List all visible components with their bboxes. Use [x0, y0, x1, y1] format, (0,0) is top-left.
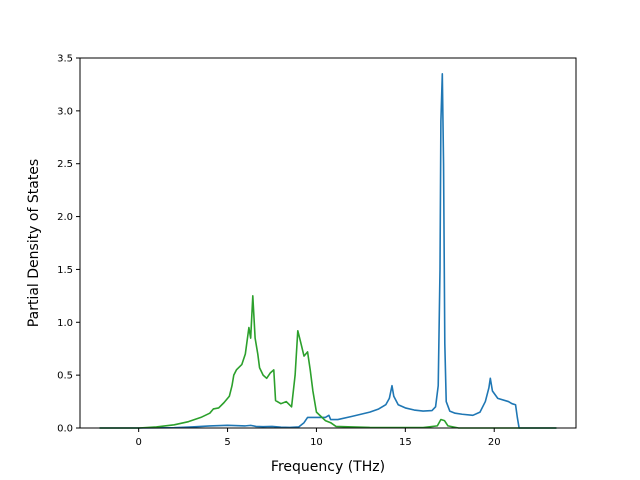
- series-layer: [99, 73, 557, 429]
- x-axis-label: Frequency (THz): [271, 459, 385, 475]
- plot-frame: [79, 57, 577, 429]
- y-tick-label: 3.5: [57, 54, 73, 65]
- y-axis-ticks: 0.0 0.5 1.0 1.5 2.0 2.5 3.0 3.5: [57, 54, 80, 435]
- y-axis-label: Partial Density of States: [26, 159, 42, 327]
- x-tick-label: 20: [488, 437, 501, 448]
- x-tick-label: 15: [399, 437, 412, 448]
- series-line-1: [99, 73, 557, 429]
- x-tick-label: 10: [310, 437, 323, 448]
- x-tick-label: 0: [135, 437, 141, 448]
- y-tick-label: 1.0: [57, 318, 73, 329]
- y-tick-label: 3.0: [57, 106, 73, 117]
- x-tick-label: 5: [224, 437, 230, 448]
- y-tick-label: 2.0: [57, 212, 73, 223]
- plot-background: [80, 58, 576, 428]
- y-tick-label: 0.0: [57, 424, 73, 435]
- series-line-2: [99, 295, 557, 429]
- y-tick-label: 2.5: [57, 159, 73, 170]
- y-tick-label: 0.5: [57, 371, 73, 382]
- x-axis-ticks: 0 5 10 15 20: [135, 428, 501, 448]
- y-tick-label: 1.5: [57, 265, 73, 276]
